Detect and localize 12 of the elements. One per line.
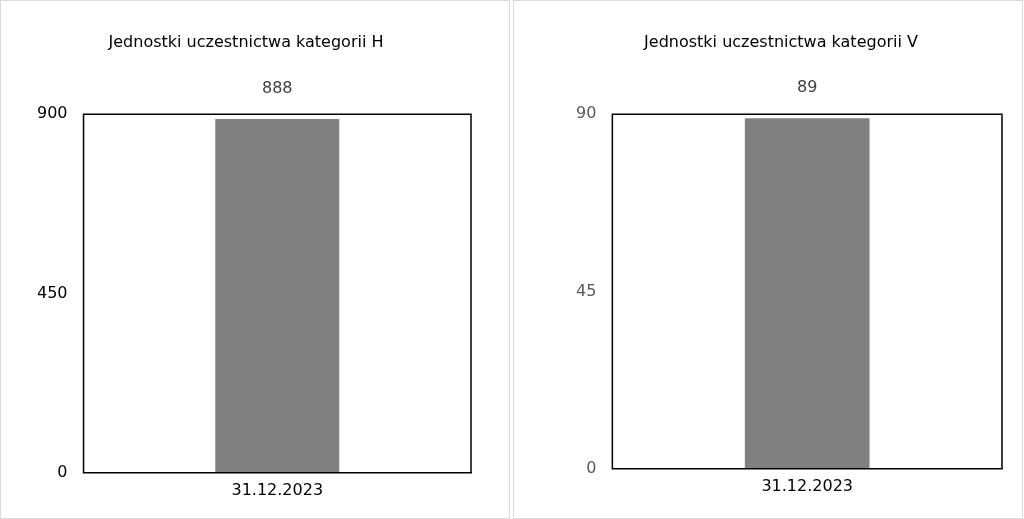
y-tick-label: 0 xyxy=(586,457,597,477)
y-tick-label: 0 xyxy=(57,461,68,481)
chart-title: Jednostki uczestnictwa kategorii V xyxy=(643,31,918,51)
y-tick-label: 900 xyxy=(36,103,68,123)
y-tick-label: 450 xyxy=(36,282,68,302)
y-tick-label: 45 xyxy=(576,280,597,300)
data-label: 89 xyxy=(797,77,818,97)
data-label: 888 xyxy=(262,78,293,98)
x-tick-label: 31.12.2023 xyxy=(761,475,853,495)
y-tick-label: 90 xyxy=(576,103,597,123)
x-tick-label: 31.12.2023 xyxy=(231,479,324,499)
chart-title: Jednostki uczestnictwa kategorii H xyxy=(107,31,384,51)
